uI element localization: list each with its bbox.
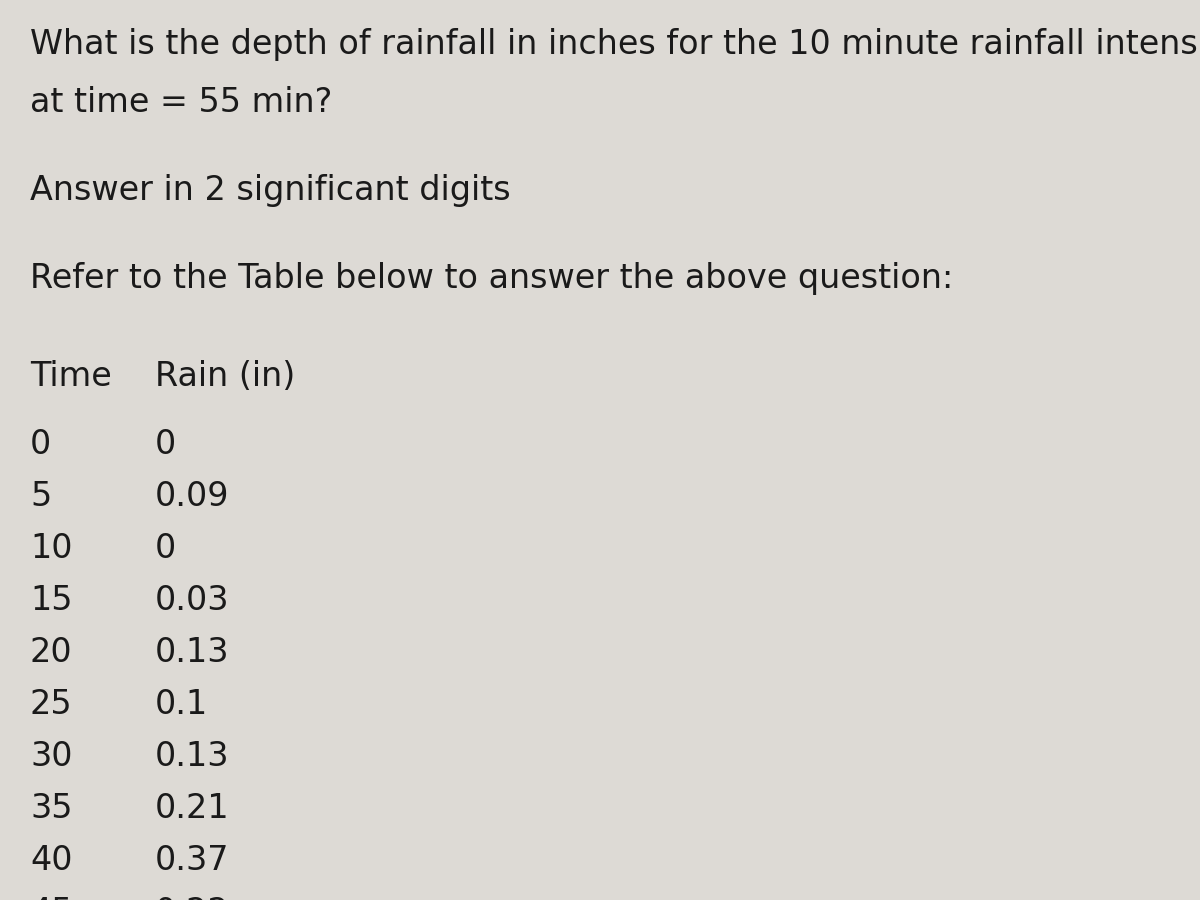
Text: 0.1: 0.1 — [155, 688, 209, 721]
Text: 0.03: 0.03 — [155, 584, 229, 617]
Text: 0: 0 — [30, 428, 52, 461]
Text: 0.13: 0.13 — [155, 740, 229, 773]
Text: at time = 55 min?: at time = 55 min? — [30, 86, 332, 119]
Text: 35: 35 — [30, 792, 72, 825]
Text: 30: 30 — [30, 740, 72, 773]
Text: Answer in 2 significant digits: Answer in 2 significant digits — [30, 174, 511, 207]
Text: 0.22: 0.22 — [155, 896, 229, 900]
Text: 45: 45 — [30, 896, 72, 900]
Text: 5: 5 — [30, 480, 52, 513]
Text: 0.21: 0.21 — [155, 792, 229, 825]
Text: 0: 0 — [155, 532, 176, 565]
Text: 15: 15 — [30, 584, 72, 617]
Text: 0.37: 0.37 — [155, 844, 229, 877]
Text: Time: Time — [30, 360, 112, 393]
Text: 25: 25 — [30, 688, 73, 721]
Text: 40: 40 — [30, 844, 72, 877]
Text: 20: 20 — [30, 636, 73, 669]
Text: Rain (in): Rain (in) — [155, 360, 295, 393]
Text: Refer to the Table below to answer the above question:: Refer to the Table below to answer the a… — [30, 262, 953, 295]
Text: 0.09: 0.09 — [155, 480, 229, 513]
Text: What is the depth of rainfall in inches for the 10 minute rainfall intensity: What is the depth of rainfall in inches … — [30, 28, 1200, 61]
Text: 10: 10 — [30, 532, 72, 565]
Text: 0: 0 — [155, 428, 176, 461]
Text: 0.13: 0.13 — [155, 636, 229, 669]
